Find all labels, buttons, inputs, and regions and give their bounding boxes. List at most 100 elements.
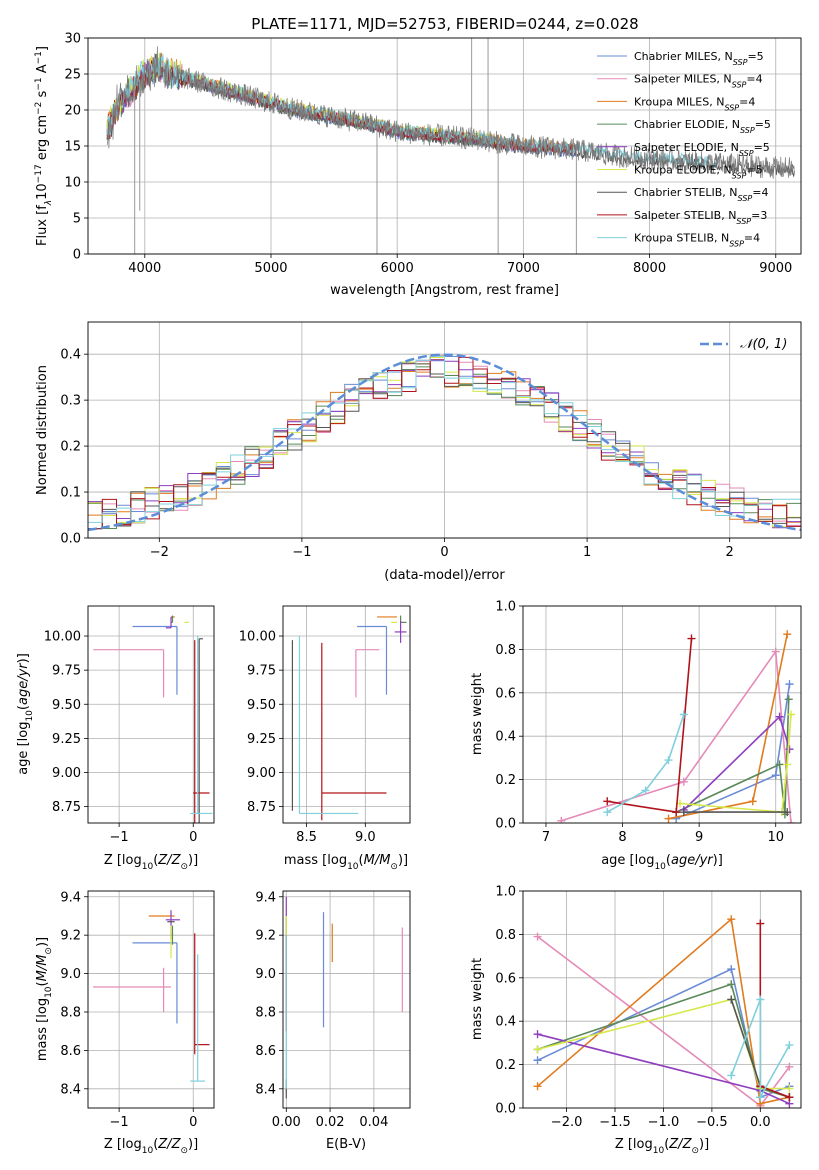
errorbar-chabrier-miles: [132, 942, 178, 1024]
plot-area: [557, 630, 796, 823]
y-axis-label: age [log10(age/yr)]: [16, 653, 35, 775]
y-tick-label: 0.8: [495, 643, 516, 658]
series-point: [748, 797, 757, 806]
series-salpeter-elodie: [679, 712, 794, 814]
axes-frame: [87, 605, 215, 824]
series-salpeter-miles: [557, 647, 796, 823]
x-tick-label: 4000: [128, 261, 161, 276]
y-tick-label: 0.6: [495, 686, 516, 701]
errorbar-salpeter-miles: [355, 649, 380, 698]
x-tick-label: 7000: [507, 261, 540, 276]
y-tick-label: 0.4: [495, 1015, 516, 1030]
x-axis-label: mass [log10(M/M⊙)]: [284, 853, 408, 872]
y-tick-label: 0.0: [60, 532, 81, 547]
y-axis-label: mass [log10(M/M⊙)]: [35, 937, 54, 1061]
series-point: [557, 816, 566, 823]
y-tick-label: 0.0: [495, 817, 516, 832]
series-point: [785, 1041, 794, 1050]
y-tick-label: 0.4: [495, 730, 516, 745]
series-point: [785, 1084, 794, 1093]
series-point: [679, 808, 688, 817]
y-tick-label: 0.4: [60, 348, 81, 363]
series-point: [603, 808, 612, 817]
normal-curve: [88, 353, 801, 532]
series-point: [783, 760, 792, 769]
series-point: [672, 808, 681, 817]
x-tick-label: −1: [110, 830, 129, 845]
x-tick-label: −1.5: [599, 1115, 631, 1130]
series-point: [727, 1071, 736, 1080]
x-tick-label: −1: [292, 545, 311, 560]
axes-frame: [522, 605, 802, 824]
series-line: [683, 715, 791, 811]
plot-area: [533, 915, 794, 1108]
errorbar-kroupa-stelib: [190, 636, 213, 815]
legend-label: Salpeter STELIB, NSSP=3: [634, 209, 767, 226]
series-point: [775, 712, 784, 721]
errorbar-salpeter-stelib: [194, 933, 210, 1055]
axes-frame: [282, 890, 411, 1109]
chart-mass-vs-ebv: 0.00 0.02 0.04 8.4 8.6 8.8 9.0 9.2 9.4 E(B-V): [255, 890, 411, 1152]
x-tick-label: 8: [618, 830, 626, 845]
x-axis-label: E(B-V): [326, 1137, 366, 1152]
y-tick-label: 20: [64, 104, 81, 119]
series-point: [775, 760, 784, 769]
errorbar-salpeter-stelib: [321, 642, 387, 821]
y-axis-label: mass weight: [470, 958, 485, 1040]
x-tick-label: 5000: [254, 261, 287, 276]
series-point: [603, 797, 612, 806]
y-tick-label: 8.75: [52, 800, 81, 815]
y-tick-label: 9.0: [255, 967, 276, 982]
errorbar-chabrier-miles: [132, 625, 178, 695]
y-tick-label: 9.75: [247, 664, 276, 679]
legend-label: Chabrier MILES, NSSP=5: [634, 50, 764, 67]
series-chabrier-stelib: [679, 808, 792, 817]
x-tick-label: −0.5: [696, 1115, 728, 1130]
x-tick-label: 0: [189, 1115, 197, 1130]
x-tick-label: 0.0: [750, 1115, 771, 1130]
plot-area: [285, 896, 403, 1099]
series-point: [783, 630, 792, 639]
x-tick-label: 9: [695, 830, 703, 845]
y-tick-label: 15: [64, 140, 81, 155]
series-line: [606, 714, 685, 813]
legend-label: Salpeter ELODIE, NSSP=5: [634, 141, 770, 158]
y-tick-label: 9.4: [255, 890, 276, 905]
series-point: [727, 965, 736, 974]
plot-area: [106, 38, 795, 254]
x-tick-label: 9.0: [355, 830, 376, 845]
y-tick-label: 9.00: [52, 766, 81, 781]
y-tick-label: 9.25: [52, 732, 81, 747]
chart-weight-vs-z: −2.0 −1.5 −1.0 −0.5 0.0 0.0 0.2 0.4 0.6 0.8 1.0 Z […: [470, 885, 802, 1156]
series-point: [687, 634, 696, 643]
y-tick-label: 0: [73, 248, 81, 263]
y-tick-label: 0.8: [495, 928, 516, 943]
series-point: [756, 919, 765, 928]
series-point: [756, 995, 765, 1004]
y-tick-label: 0.6: [495, 971, 516, 986]
series-kroupa-miles: [664, 630, 792, 823]
y-tick-label: 9.4: [60, 890, 81, 905]
y-tick-label: 8.8: [255, 1005, 276, 1020]
chart-weight-vs-age: 7 8 9 10 0.0 0.2 0.4 0.6 0.8 1.0 age [log10(age/yr…: [470, 600, 802, 872]
y-tick-label: 30: [64, 32, 81, 47]
axes-frame: [522, 890, 802, 1109]
y-tick-label: 9.2: [60, 929, 81, 944]
y-tick-label: 9.25: [247, 732, 276, 747]
y-tick-label: 10: [64, 176, 81, 191]
legend-label: 𝒩(0, 1): [740, 337, 787, 352]
x-tick-label: 7: [542, 830, 550, 845]
y-tick-label: 8.6: [60, 1044, 81, 1059]
series-point: [533, 932, 542, 941]
series-point: [785, 680, 794, 689]
series-point: [787, 819, 796, 823]
series-point: [641, 786, 650, 795]
series-line: [675, 699, 790, 815]
x-axis-label: age [log10(age/yr)]: [601, 853, 723, 872]
series-point: [771, 647, 780, 656]
chart-mass-vs-z: −1 0 8.4 8.6 8.8 9.0 9.2 9.4 Z [log10(Z/Z⊙)] mass…: [35, 890, 215, 1156]
x-axis-label: Z [log10(Z/Z⊙)]: [104, 1137, 198, 1156]
y-axis-label: Normed distribution: [35, 365, 50, 495]
series-point: [785, 1093, 794, 1102]
y-tick-label: 9.00: [247, 766, 276, 781]
